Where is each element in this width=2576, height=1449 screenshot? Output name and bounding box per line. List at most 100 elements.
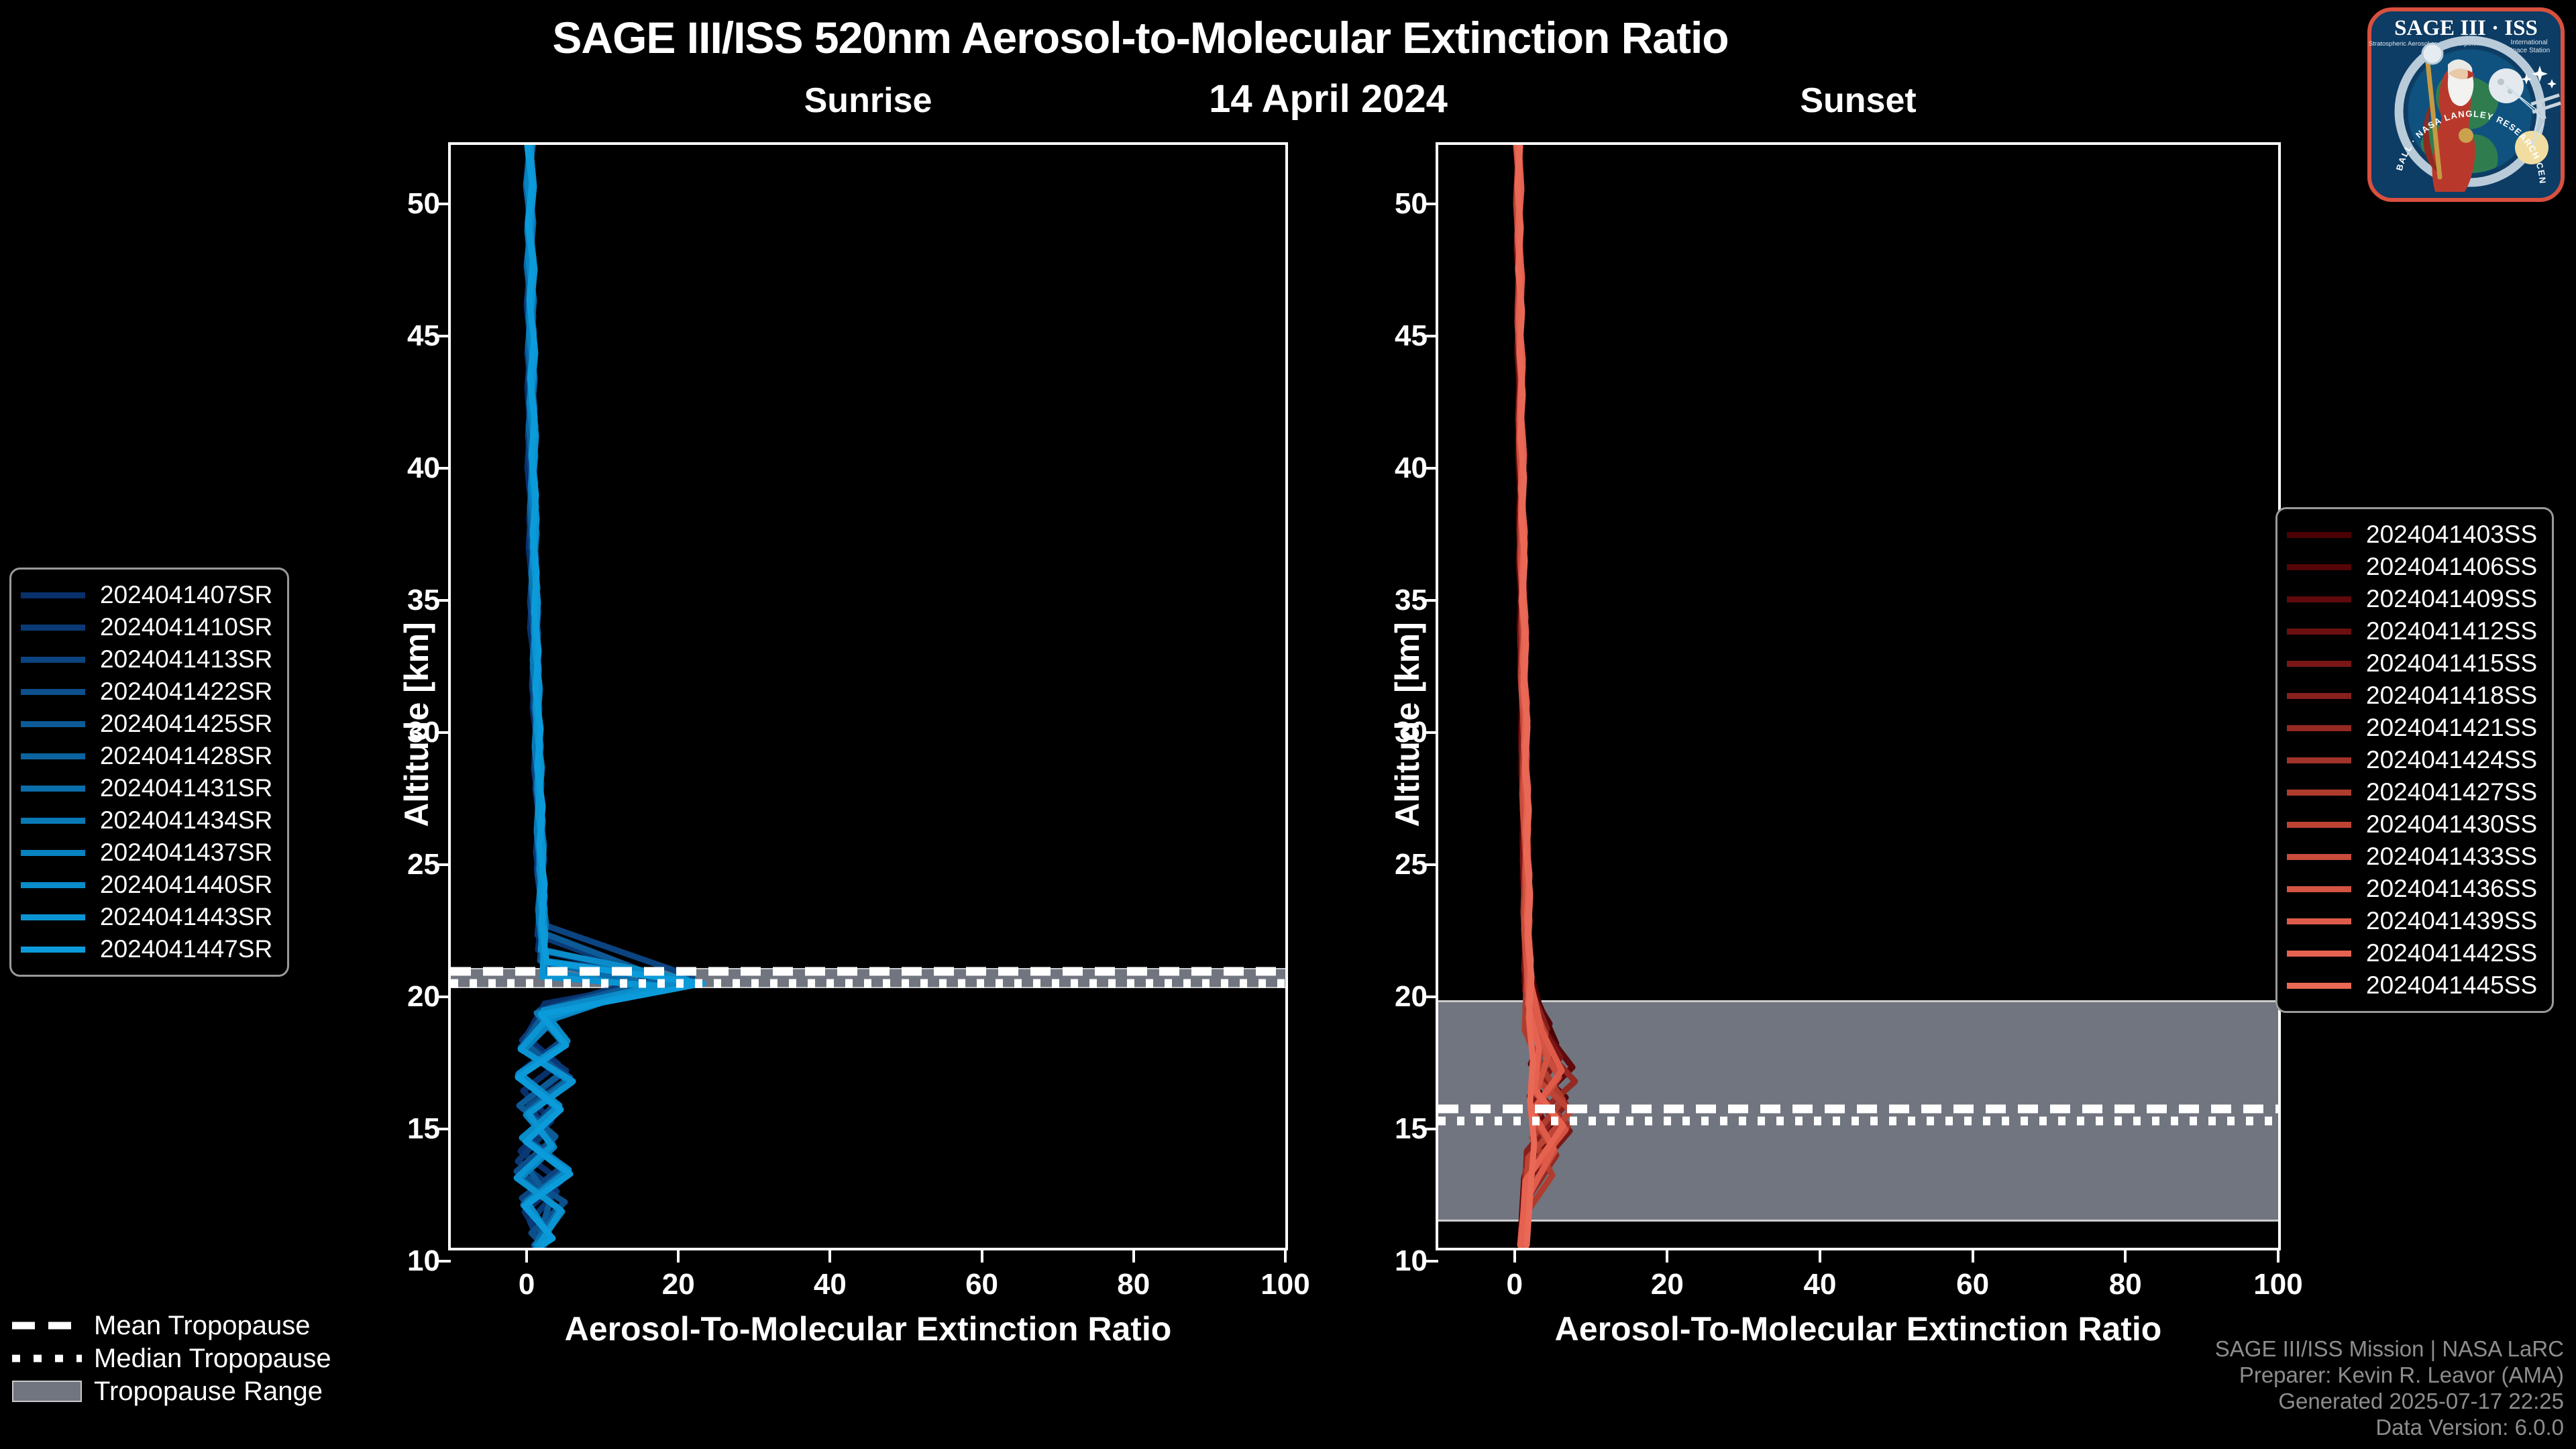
legend-item[interactable]: 2024041442SS <box>2287 937 2537 969</box>
legend-series-label: 2024041421SS <box>2366 714 2538 741</box>
y-tick-label: 30 <box>1395 716 1428 749</box>
legend-item[interactable]: 2024041433SS <box>2287 841 2537 873</box>
legend-color-swatch <box>21 849 85 856</box>
legend-item[interactable]: 2024041439SS <box>2287 905 2537 937</box>
legend-series-label: 2024041440SR <box>100 871 273 898</box>
legend-color-swatch <box>21 946 85 953</box>
sunset-x-axis-label: Aerosol-To-Molecular Extinction Ratio <box>1554 1310 2162 1348</box>
svg-text:International: International <box>2510 39 2547 46</box>
legend-item[interactable]: 2024041424SS <box>2287 744 2537 776</box>
legend-item[interactable]: 2024041445SS <box>2287 969 2537 1002</box>
y-tick-label: 45 <box>1395 319 1428 353</box>
legend-series-label: 2024041437SR <box>100 839 273 866</box>
legend-item[interactable]: 2024041443SR <box>21 901 272 933</box>
legend-item-tropopause-range: Tropopause Range <box>12 1375 331 1407</box>
y-tick-label: 20 <box>407 980 440 1014</box>
sunset-series-legend[interactable]: 2024041403SS 2024041406SS 2024041409SS 2024… <box>2275 507 2555 1013</box>
sunrise-y-axis-label: Altitude [km] <box>397 622 435 827</box>
y-tick-label: 25 <box>407 848 440 881</box>
legend-item[interactable]: 2024041440SR <box>21 869 272 901</box>
legend-item[interactable]: 2024041422SR <box>21 676 272 708</box>
dotted-line-icon <box>12 1350 82 1367</box>
sunset-plot-area <box>1438 145 2278 1248</box>
legend-series-label: 2024041422SR <box>100 678 273 705</box>
legend-color-swatch <box>2287 531 2351 538</box>
legend-item[interactable]: 2024041447SR <box>21 933 272 965</box>
credits-line-mission: SAGE III/ISS Mission | NASA LaRC <box>2214 1336 2564 1362</box>
legend-item[interactable]: 2024041413SR <box>21 643 272 676</box>
legend-item-median-tropopause: Median Tropopause <box>12 1342 331 1375</box>
sunrise-x-axis-label: Aerosol-To-Molecular Extinction Ratio <box>564 1310 1172 1348</box>
y-tick-label: 10 <box>1395 1244 1428 1277</box>
legend-series-label: 2024041431SR <box>100 774 273 802</box>
legend-series-label: 2024041409SS <box>2366 585 2538 612</box>
y-tick-label: 45 <box>407 319 440 353</box>
credits-block: SAGE III/ISS Mission | NASA LaRC Prepare… <box>2215 1336 2564 1441</box>
legend-series-label: 2024041424SS <box>2366 746 2538 773</box>
legend-item[interactable]: 2024041410SR <box>21 611 272 643</box>
legend-series-label: 2024041434SR <box>100 806 273 834</box>
x-tick-label: 20 <box>661 1268 695 1301</box>
legend-series-label: 2024041410SR <box>100 613 273 641</box>
legend-series-label: 2024041439SS <box>2366 907 2538 934</box>
legend-series-label: 2024041428SR <box>100 742 273 769</box>
legend-item[interactable]: 2024041431SR <box>21 772 272 804</box>
legend-color-swatch <box>21 720 85 727</box>
sunset-series-svg <box>1438 145 2278 1248</box>
legend-label: Median Tropopause <box>94 1343 331 1373</box>
sunset-plot-panel: 50 45 40 35 30 25 20 15 10 0 20 40 60 80… <box>1395 142 2303 1348</box>
legend-color-swatch <box>2287 885 2351 892</box>
x-tick-label: 100 <box>2253 1268 2303 1301</box>
y-tick-label: 50 <box>1395 187 1428 221</box>
legend-color-swatch <box>21 656 85 663</box>
sage-iii-iss-mission-patch-logo: SAGE III · ISS Stratospheric Aerosol and… <box>2359 0 2569 205</box>
legend-color-swatch <box>2287 596 2351 602</box>
sunset-panel-title: Sunset <box>1800 81 1917 120</box>
legend-color-swatch <box>2287 789 2351 796</box>
legend-series-label: 2024041433SS <box>2366 843 2538 870</box>
legend-item[interactable]: 2024041436SS <box>2287 873 2537 905</box>
legend-series-label: 2024041430SS <box>2366 810 2538 838</box>
sunrise-plot-panel: 50 45 40 35 30 25 20 15 10 0 20 40 60 80… <box>407 142 1310 1348</box>
legend-series-label: 2024041415SS <box>2366 649 2538 677</box>
x-tick-label: 40 <box>1803 1268 1837 1301</box>
y-tick-label: 35 <box>407 584 440 617</box>
y-tick-label: 35 <box>1395 584 1428 617</box>
legend-label: Tropopause Range <box>94 1376 323 1406</box>
legend-color-swatch <box>2287 724 2351 731</box>
legend-color-swatch <box>2287 853 2351 860</box>
legend-item[interactable]: 2024041403SS <box>2287 519 2537 551</box>
legend-item-mean-tropopause: Mean Tropopause <box>12 1309 331 1342</box>
legend-item[interactable]: 2024041421SS <box>2287 712 2537 744</box>
legend-color-swatch <box>2287 628 2351 635</box>
legend-item[interactable]: 2024041418SS <box>2287 680 2537 712</box>
x-tick-label: 0 <box>1506 1268 1523 1301</box>
x-tick-label: 20 <box>1650 1268 1684 1301</box>
x-tick-label: 100 <box>1260 1268 1310 1301</box>
legend-item[interactable]: 2024041425SR <box>21 708 272 740</box>
y-tick-label: 15 <box>1395 1112 1428 1146</box>
x-tick-label: 80 <box>2108 1268 2142 1301</box>
legend-series-label: 2024041447SR <box>100 935 273 963</box>
sunrise-series-legend[interactable]: 2024041407SR 2024041410SR 2024041413SR 2024… <box>9 568 290 977</box>
legend-series-label: 2024041403SS <box>2366 521 2538 548</box>
sunset-y-axis-label: Altitude [km] <box>1388 622 1426 827</box>
legend-item[interactable]: 2024041407SR <box>21 579 272 611</box>
legend-item[interactable]: 2024041430SS <box>2287 808 2537 841</box>
legend-item[interactable]: 2024041409SS <box>2287 583 2537 615</box>
legend-color-swatch <box>2287 982 2351 989</box>
legend-item[interactable]: 2024041415SS <box>2287 647 2537 680</box>
legend-color-swatch <box>21 881 85 888</box>
legend-item[interactable]: 2024041412SS <box>2287 615 2537 647</box>
legend-item[interactable]: 2024041406SS <box>2287 551 2537 583</box>
legend-series-label: 2024041427SS <box>2366 778 2538 806</box>
legend-item[interactable]: 2024041427SS <box>2287 776 2537 808</box>
legend-color-swatch <box>2287 757 2351 763</box>
x-tick-label: 80 <box>1117 1268 1150 1301</box>
legend-item[interactable]: 2024041434SR <box>21 804 272 837</box>
legend-color-swatch <box>2287 564 2351 570</box>
credits-line-version: Data Version: 6.0.0 <box>2375 1415 2564 1440</box>
legend-item[interactable]: 2024041428SR <box>21 740 272 772</box>
legend-item[interactable]: 2024041437SR <box>21 837 272 869</box>
date-title: 14 April 2024 <box>1209 77 1448 121</box>
